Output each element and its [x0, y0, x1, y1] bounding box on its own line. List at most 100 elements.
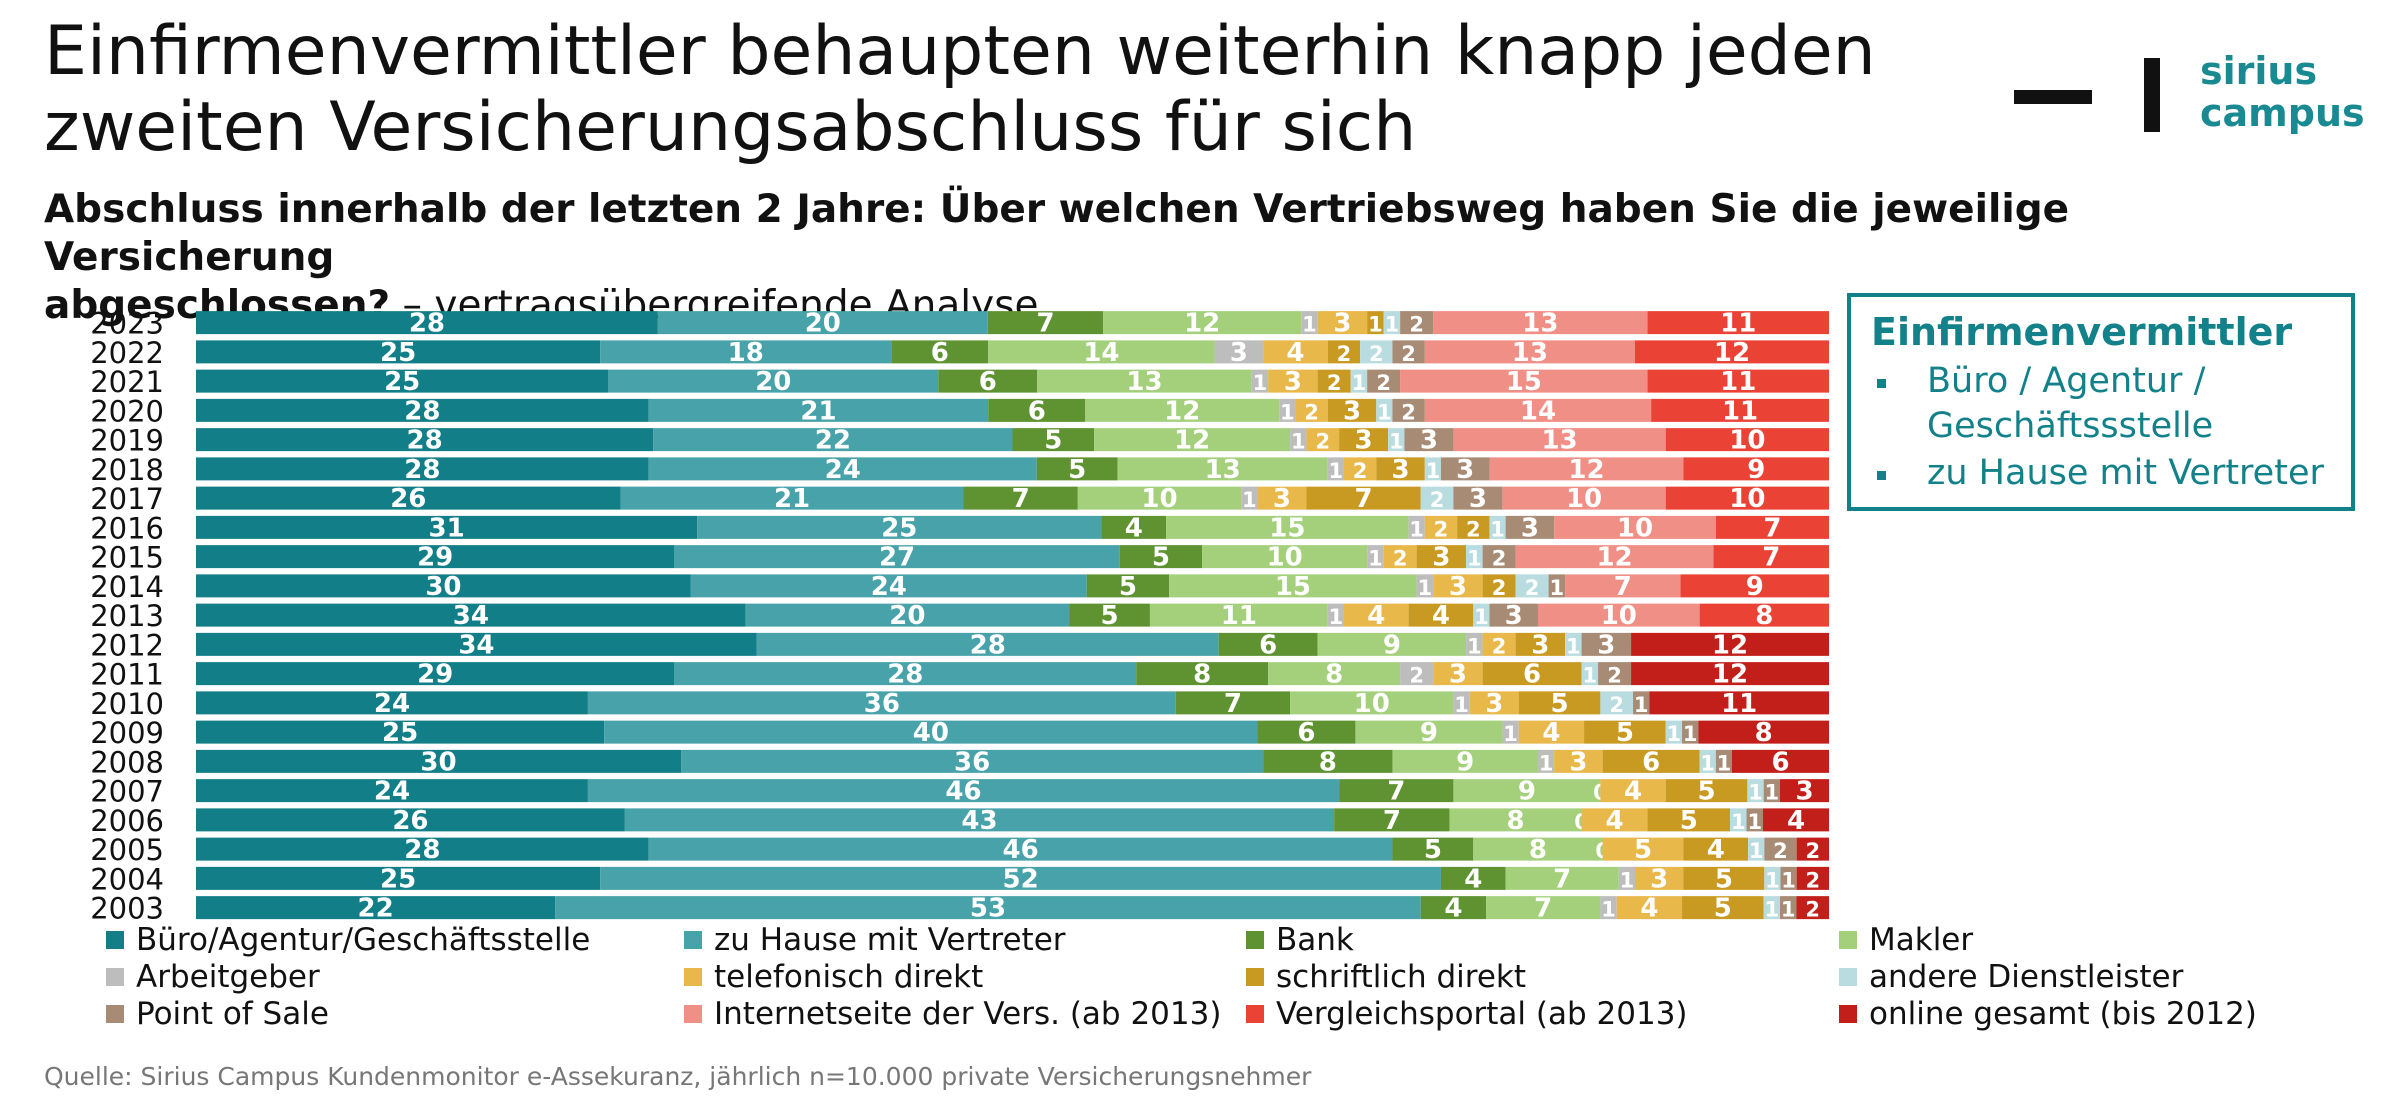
bar-value-label: 2 — [1492, 634, 1507, 658]
bar-segment — [196, 340, 601, 364]
bar-value-label: 24 — [871, 572, 907, 602]
legend-swatch — [1246, 968, 1264, 986]
bar-value-label: 5 — [1634, 835, 1652, 865]
bar-value-label: 14 — [1520, 396, 1556, 426]
bar-segment — [891, 340, 989, 364]
bar-value-label: 36 — [864, 689, 900, 719]
bar-segment — [1482, 545, 1516, 569]
legend-label: andere Dienstleister — [1869, 959, 2184, 995]
bar-value-label: 5 — [1715, 864, 1733, 894]
bar-value-label: 12 — [1712, 630, 1748, 660]
bar-value-label: 2 — [1353, 459, 1368, 483]
bar-value-label: 10 — [1141, 484, 1177, 514]
bar-value-label: 1 — [1377, 400, 1392, 424]
bar-value-label: 5 — [1152, 543, 1170, 573]
bar-value-label: 1 — [1539, 751, 1554, 775]
bar-segment — [1392, 398, 1425, 422]
bar-segment — [1268, 369, 1318, 393]
bar-segment — [1218, 632, 1318, 656]
bar-segment — [196, 896, 556, 920]
bar-value-label: 7 — [1614, 572, 1632, 602]
bar-value-label: 1 — [1418, 576, 1433, 600]
bar-segment — [1400, 662, 1434, 686]
bar-value-label: 1 — [1683, 722, 1698, 746]
y-tick-label: 2021 — [90, 365, 164, 399]
bar-segment — [1683, 457, 1829, 481]
bar-segment — [1715, 515, 1829, 539]
bar-value-label: 20 — [889, 601, 925, 631]
bar-segment — [1290, 428, 1307, 452]
y-tick-label: 2018 — [90, 453, 164, 487]
bar-value-label: 1 — [1700, 751, 1715, 775]
bar-value-label: 25 — [384, 367, 420, 397]
bar-segment — [1699, 603, 1829, 627]
y-tick-label: 2010 — [90, 687, 164, 721]
bar-value-label: 3 — [1650, 864, 1668, 894]
bar-segment — [1683, 866, 1765, 890]
bar-value-label: 12 — [1568, 455, 1604, 485]
bar-value-label: 24 — [374, 777, 410, 807]
bar-segment — [1400, 311, 1434, 335]
legend-label: Arbeitgeber — [136, 959, 320, 995]
bar-value-label: 1 — [1368, 547, 1383, 571]
bar-segment — [1420, 896, 1487, 920]
bar-segment — [1486, 896, 1601, 920]
bar-value-label: 30 — [425, 572, 461, 602]
bar-value-label: 25 — [380, 338, 416, 368]
bar-segment — [196, 779, 588, 803]
bar-value-label: 4 — [1707, 835, 1725, 865]
bar-segment — [1489, 515, 1506, 539]
legend-label: Vergleichsportal (ab 2013) — [1276, 996, 1688, 1032]
bar-value-label: 2 — [1492, 576, 1507, 600]
y-tick-label: 2011 — [90, 658, 164, 692]
bar-value-label: 25 — [881, 513, 917, 543]
bar-value-label: 1 — [1748, 781, 1763, 805]
bar-segment — [1306, 428, 1340, 452]
bar-segment — [1350, 369, 1368, 393]
legend-swatch — [106, 931, 124, 949]
bar-segment — [1268, 662, 1401, 686]
bar-value-label: 1 — [1467, 547, 1482, 571]
bar-value-label: 9 — [1747, 455, 1765, 485]
legend-swatch — [1839, 968, 1857, 986]
bar-segment — [1548, 574, 1566, 598]
logo-wordmark: sirius campus — [2200, 50, 2365, 134]
bar-value-label: 28 — [404, 835, 440, 865]
bar-segment — [1647, 311, 1829, 335]
bar-segment — [1680, 574, 1829, 598]
bar-value-label: 13 — [1205, 455, 1241, 485]
bar-segment — [1699, 749, 1716, 773]
legend-item: telefonisch direkt — [684, 959, 983, 995]
bar-segment — [1482, 662, 1582, 686]
bar-segment — [1537, 749, 1555, 773]
legend-label: schriftlich direkt — [1276, 959, 1527, 995]
bar-value-label: 13 — [1541, 426, 1577, 456]
bar-value-label: 1 — [1389, 430, 1404, 454]
bar-segment — [1263, 340, 1328, 364]
bar-value-label: 3 — [1485, 689, 1503, 719]
bar-value-label: 5 — [1616, 718, 1634, 748]
legend-label: Internetseite der Vers. (ab 2013) — [714, 996, 1222, 1032]
bar-segment — [1376, 398, 1393, 422]
bar-segment — [1682, 720, 1699, 744]
bar-value-label: 2 — [1393, 547, 1408, 571]
bar-value-label: 3 — [1531, 630, 1549, 660]
logo-bar-mark — [2144, 58, 2160, 132]
bar-segment — [745, 603, 1070, 627]
bar-value-label: 2 — [1337, 342, 1352, 366]
info-box-list: Büro / Agentur / Geschäftssstelle zu Hau… — [1871, 359, 2331, 496]
bar-value-label: 1 — [1717, 751, 1732, 775]
bar-value-label: 1 — [1329, 605, 1344, 629]
y-tick-label: 2020 — [90, 394, 164, 428]
bar-segment — [1169, 574, 1417, 598]
legend-item: Büro/Agentur/Geschäftsstelle — [106, 922, 590, 958]
bar-value-label: 9 — [1420, 718, 1438, 748]
bar-value-label: 4 — [1542, 718, 1560, 748]
bar-segment — [196, 808, 625, 832]
bar-value-label: 7 — [1224, 689, 1242, 719]
bar-value-label: 1 — [1634, 693, 1649, 717]
bar-segment — [1565, 632, 1582, 656]
bar-segment — [1166, 515, 1409, 539]
bar-segment — [1037, 369, 1252, 393]
bar-segment — [1367, 311, 1384, 335]
